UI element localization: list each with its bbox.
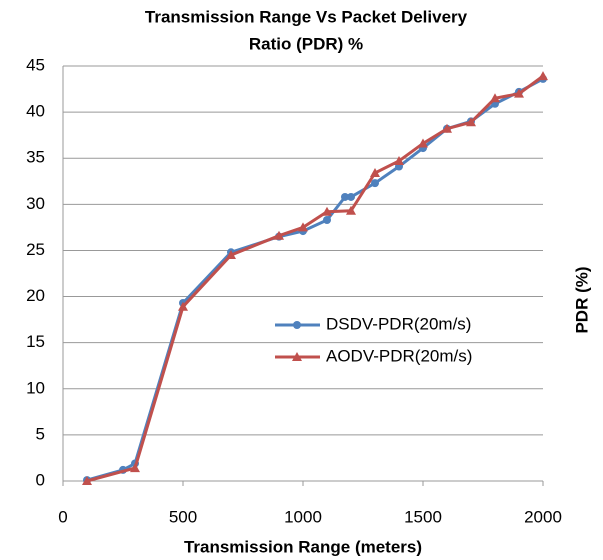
marker	[371, 179, 379, 188]
marker	[341, 192, 349, 201]
marker	[466, 117, 476, 127]
marker	[514, 88, 524, 98]
marker	[490, 93, 500, 103]
marker	[130, 463, 140, 473]
marker	[346, 205, 356, 215]
marker	[226, 250, 236, 260]
legend-marker	[293, 321, 301, 329]
marker	[274, 230, 284, 240]
marker	[82, 476, 92, 485]
x-axis-label: Transmission Range (meters)	[184, 537, 422, 556]
x-tick-label: 500	[169, 507, 197, 526]
chart-title: Ratio (PDR) %	[249, 34, 363, 53]
marker	[178, 301, 188, 311]
legend-marker	[292, 352, 302, 361]
y-axis-label: PDR (%)	[572, 266, 591, 333]
y-tick-label: 30	[26, 194, 45, 213]
y-tick-label: 40	[26, 102, 45, 121]
x-tick-label: 2000	[524, 507, 562, 526]
legend-label: AODV-PDR(20m/s)	[326, 346, 472, 365]
y-tick-label: 10	[26, 378, 45, 397]
series-line	[86, 77, 544, 482]
marker	[298, 222, 308, 232]
marker	[538, 71, 548, 81]
y-tick-label: 15	[26, 332, 45, 351]
marker	[442, 123, 452, 133]
marker	[347, 192, 355, 201]
x-tick-label: 1500	[404, 507, 442, 526]
y-tick-label: 35	[26, 148, 45, 167]
x-tick-label: 1000	[284, 507, 322, 526]
y-tick-label: 25	[26, 240, 45, 259]
y-tick-label: 0	[36, 470, 45, 489]
marker	[323, 216, 331, 225]
legend-label: DSDV-PDR(20m/s)	[326, 314, 471, 333]
marker	[322, 206, 332, 216]
x-tick-label: 0	[58, 507, 67, 526]
marker	[370, 167, 380, 177]
y-tick-label: 20	[26, 286, 45, 305]
y-tick-label: 45	[26, 55, 45, 74]
marker	[418, 138, 428, 148]
series-line	[86, 74, 544, 483]
chart-title: Transmission Range Vs Packet Delivery	[145, 7, 468, 26]
marker	[394, 155, 404, 165]
y-tick-label: 5	[36, 424, 45, 443]
